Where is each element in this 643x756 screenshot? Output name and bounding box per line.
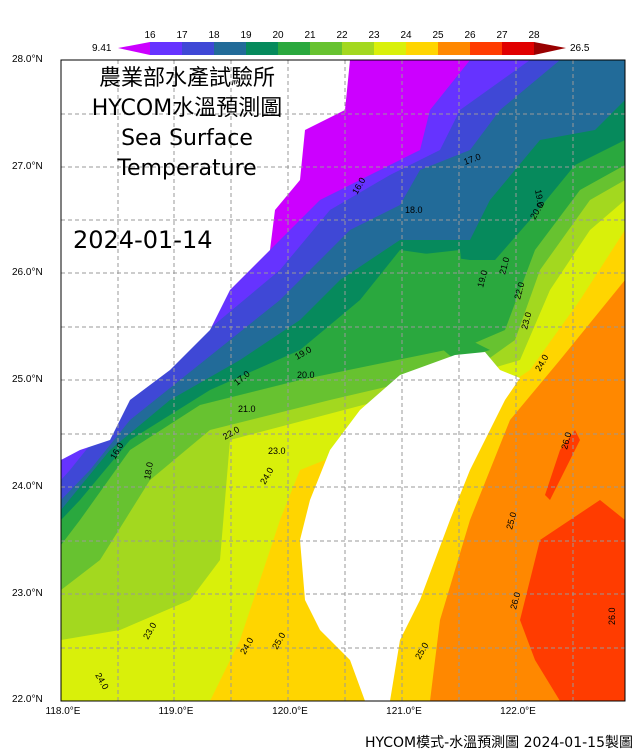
colorbar-tick: 19 — [240, 30, 252, 41]
svg-text:25.0: 25.0 — [504, 511, 518, 531]
colorbar-min-label: 9.41 — [92, 43, 112, 54]
lon-label: 121.0°E — [386, 706, 422, 717]
lon-label: 120.0°E — [272, 706, 308, 717]
colorbar-tick: 24 — [400, 30, 412, 41]
svg-text:26.0: 26.0 — [508, 591, 522, 611]
lat-label: 26.0°N — [12, 267, 43, 278]
colorbar-tick: 20 — [272, 30, 284, 41]
lat-label: 24.0°N — [12, 481, 43, 492]
colorbar-tick: 23 — [368, 30, 380, 41]
colorbar-tick: 25 — [432, 30, 444, 41]
colorbar-graphic — [118, 42, 566, 55]
title-line-1: 農業部水產試驗所 — [98, 66, 275, 91]
colorbar-tick: 22 — [336, 30, 348, 41]
svg-text:19.0: 19.0 — [533, 189, 546, 208]
lon-label: 119.0°E — [158, 706, 194, 717]
footer-caption: HYCOM模式-水溫預測圖 2024-01-15製圖 — [364, 735, 633, 751]
colorbar-tick: 18 — [208, 30, 220, 41]
lon-label: 118.0°E — [45, 706, 81, 717]
lat-label: 28.0°N — [12, 54, 43, 65]
chart-title: 農業部水產試驗所 HYCOM水溫預測圖 Sea Surface Temperat… — [62, 64, 312, 184]
svg-text:20.0: 20.0 — [297, 370, 315, 380]
title-line-3: Sea Surface — [121, 126, 253, 151]
lat-label: 22.0°N — [12, 694, 43, 705]
svg-text:21.0: 21.0 — [238, 404, 256, 414]
colorbar-tick: 26 — [464, 30, 476, 41]
svg-text:23.0: 23.0 — [268, 446, 286, 456]
colorbar-tick: 17 — [176, 30, 188, 41]
lat-label: 27.0°N — [12, 161, 43, 172]
forecast-date: 2024-01-14 — [73, 226, 213, 254]
title-line-2: HYCOM水溫預測圖 — [91, 96, 283, 121]
colorbar-max-label: 26.5 — [570, 43, 590, 54]
colorbar-tick: 28 — [528, 30, 540, 41]
lon-label: 122.0°E — [500, 706, 536, 717]
svg-text:18.0: 18.0 — [142, 461, 155, 480]
svg-text:23.0: 23.0 — [519, 311, 533, 331]
colorbar-tick: 21 — [304, 30, 316, 41]
lat-label: 23.0°N — [12, 588, 43, 599]
colorbar: 9.41 26.5 16 17 18 19 20 21 22 23 24 25 … — [0, 0, 643, 60]
colorbar-tick: 27 — [496, 30, 508, 41]
title-line-4: Temperature — [117, 156, 257, 181]
colorbar-tick: 16 — [144, 30, 156, 41]
svg-text:22.0: 22.0 — [512, 281, 526, 301]
svg-text:18.0: 18.0 — [405, 205, 423, 215]
svg-text:21.0: 21.0 — [497, 256, 511, 276]
svg-text:26.0: 26.0 — [559, 431, 573, 451]
lat-label: 25.0°N — [12, 374, 43, 385]
svg-text:19.0: 19.0 — [475, 269, 489, 289]
svg-text:26.0: 26.0 — [607, 607, 617, 625]
